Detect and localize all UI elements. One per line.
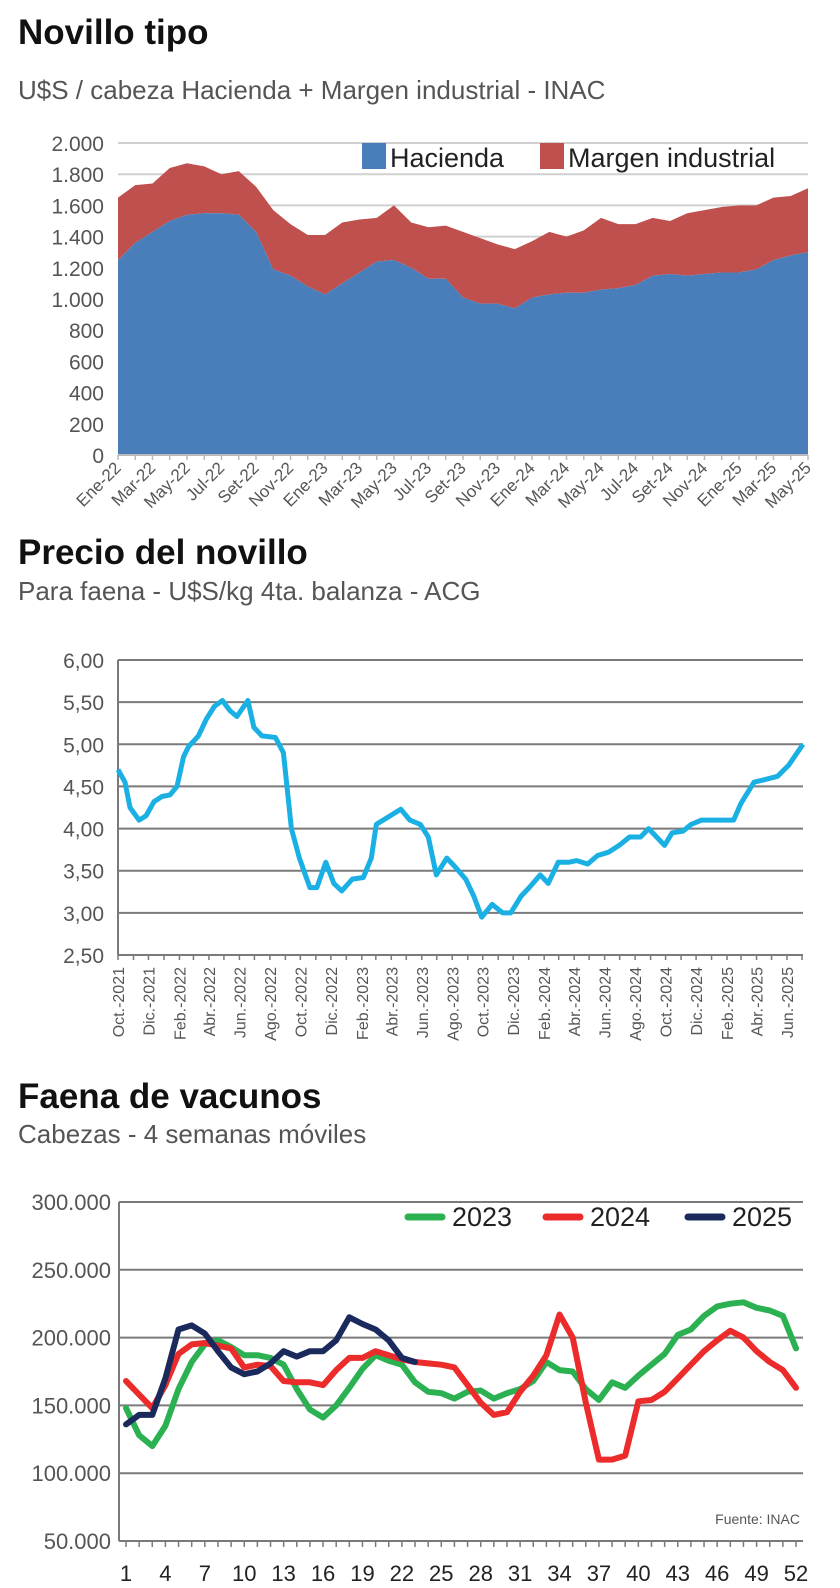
y-tick-label: 200.000 [31, 1326, 111, 1351]
x-tick-label: 25 [429, 1561, 453, 1586]
x-tick-label: 4 [159, 1561, 171, 1586]
legend-swatch-margen [540, 143, 564, 169]
area-margen-industrial [118, 163, 808, 309]
x-tick-label: Abr.-2025 [750, 967, 767, 1036]
x-tick-label: Ago.-2024 [628, 967, 645, 1041]
x-tick-label: 22 [390, 1561, 414, 1586]
chart1-subtitle: U$S / cabeza Hacienda + Margen industria… [18, 75, 605, 105]
y-tick-label: 5,00 [63, 734, 104, 757]
chart2-title: Precio del novillo [18, 533, 308, 572]
x-tick-label: Feb.-2025 [720, 967, 737, 1040]
y-tick-label: 6,00 [63, 650, 104, 673]
chart2-subtitle: Para faena - U$S/kg 4ta. balanza - ACG [18, 576, 480, 606]
x-tick-label: 19 [350, 1561, 374, 1586]
x-tick-label: Oct.-2024 [659, 967, 676, 1037]
y-tick-label: 50.000 [44, 1529, 111, 1554]
x-tick-label: 43 [666, 1561, 690, 1586]
x-tick-label: 31 [508, 1561, 532, 1586]
x-tick-label: Abr.-2024 [567, 967, 584, 1036]
x-tick-label: Jun.-2022 [232, 967, 249, 1038]
y-tick-label: 150.000 [31, 1393, 111, 1418]
y-tick-label: 4,00 [63, 819, 104, 842]
x-tick-label: 34 [547, 1561, 571, 1586]
x-tick-label: 49 [744, 1561, 768, 1586]
x-tick-label: Dic.-2023 [506, 967, 523, 1036]
area-hacienda [118, 213, 808, 455]
y-tick-label: 1.800 [51, 164, 104, 187]
x-tick-label: Dic.-2022 [324, 967, 341, 1036]
x-tick-label: Ago.-2023 [445, 967, 462, 1041]
legend-label-2024: 2024 [590, 1202, 650, 1232]
x-tick-label: Oct.-2021 [111, 967, 128, 1037]
y-tick-label: 1.400 [51, 227, 104, 250]
y-tick-label: 100.000 [31, 1461, 111, 1486]
y-tick-label: 600 [69, 351, 104, 374]
y-tick-label: 1.200 [51, 258, 104, 281]
legend-label-2023: 2023 [452, 1202, 512, 1232]
x-tick-label: Abr.-2022 [202, 967, 219, 1036]
chart1-title: Novillo tipo [18, 13, 209, 52]
x-tick-label: Feb.-2023 [355, 967, 372, 1040]
y-tick-label: 3,50 [63, 861, 104, 884]
chart1-legend: Hacienda Margen industrial [362, 143, 775, 173]
series-line-2025 [123, 1314, 418, 1428]
x-tick-label: Ago.-2022 [263, 967, 280, 1041]
x-tick-label: Jun.-2023 [415, 967, 432, 1038]
chart3-faena-vacunos: 50.000 100.000 150.000 200.000 250.000 300.00… [31, 1190, 808, 1586]
x-tick-label: Oct.-2023 [476, 967, 493, 1037]
legend-label-hacienda: Hacienda [390, 143, 505, 173]
y-tick-label: 2.000 [51, 133, 104, 156]
chart3-title: Faena de vacunos [18, 1077, 321, 1116]
x-tick-label: Abr.-2023 [384, 967, 401, 1036]
chart3-legend: 2023 2024 2025 [404, 1202, 792, 1232]
x-tick-label: Feb.-2024 [537, 967, 554, 1040]
x-tick-label: 16 [311, 1561, 335, 1586]
y-tick-label: 4,50 [63, 776, 104, 799]
chart2-precio-novillo: 2,50 3,00 3,50 4,00 4,50 5,00 5,50 6,00 Oct.-202… [63, 650, 806, 1041]
source-note: Fuente: INAC [715, 1511, 800, 1527]
y-tick-label: 800 [69, 320, 104, 343]
legend-label-margen: Margen industrial [568, 143, 775, 173]
y-tick-label: 1.600 [51, 195, 104, 218]
series-line-precio [115, 698, 806, 920]
y-tick-label: 5,50 [63, 692, 104, 715]
chart3-subtitle: Cabezas - 4 semanas móviles [18, 1119, 366, 1149]
x-tick-label: 10 [232, 1561, 256, 1586]
x-tick-label: Dic.-2024 [689, 967, 706, 1036]
x-tick-label: 28 [468, 1561, 492, 1586]
y-tick-label: 400 [69, 383, 104, 406]
x-tick-label: 52 [784, 1561, 808, 1586]
y-tick-label: 0 [92, 445, 104, 468]
y-tick-label: 2,50 [63, 945, 104, 968]
series-line-2024 [123, 1311, 799, 1463]
y-tick-label: 3,00 [63, 903, 104, 926]
x-tick-label: Dic.-2021 [141, 967, 158, 1036]
y-tick-label: 1.000 [51, 289, 104, 312]
legend-swatch-hacienda [362, 143, 386, 169]
series-line-2023 [123, 1299, 799, 1450]
x-tick-label: Jun.-2025 [780, 967, 797, 1038]
y-tick-label: 200 [69, 414, 104, 437]
y-tick-label: 250.000 [31, 1258, 111, 1283]
x-tick-label: 1 [120, 1561, 132, 1586]
y-tick-label: 300.000 [31, 1190, 111, 1215]
x-tick-label: 40 [626, 1561, 650, 1586]
x-tick-label: 13 [271, 1561, 295, 1586]
x-tick-label: Oct.-2022 [293, 967, 310, 1037]
x-tick-label: Feb.-2022 [172, 967, 189, 1040]
x-tick-label: 7 [199, 1561, 211, 1586]
chart1-novillo-tipo: 0 200 400 600 800 1.000 1.200 1.400 1.600 1.800 2.… [51, 133, 814, 512]
x-tick-label: 46 [705, 1561, 729, 1586]
x-tick-label: Jun.-2024 [598, 967, 615, 1038]
x-tick-label: 37 [587, 1561, 611, 1586]
legend-label-2025: 2025 [732, 1202, 792, 1232]
